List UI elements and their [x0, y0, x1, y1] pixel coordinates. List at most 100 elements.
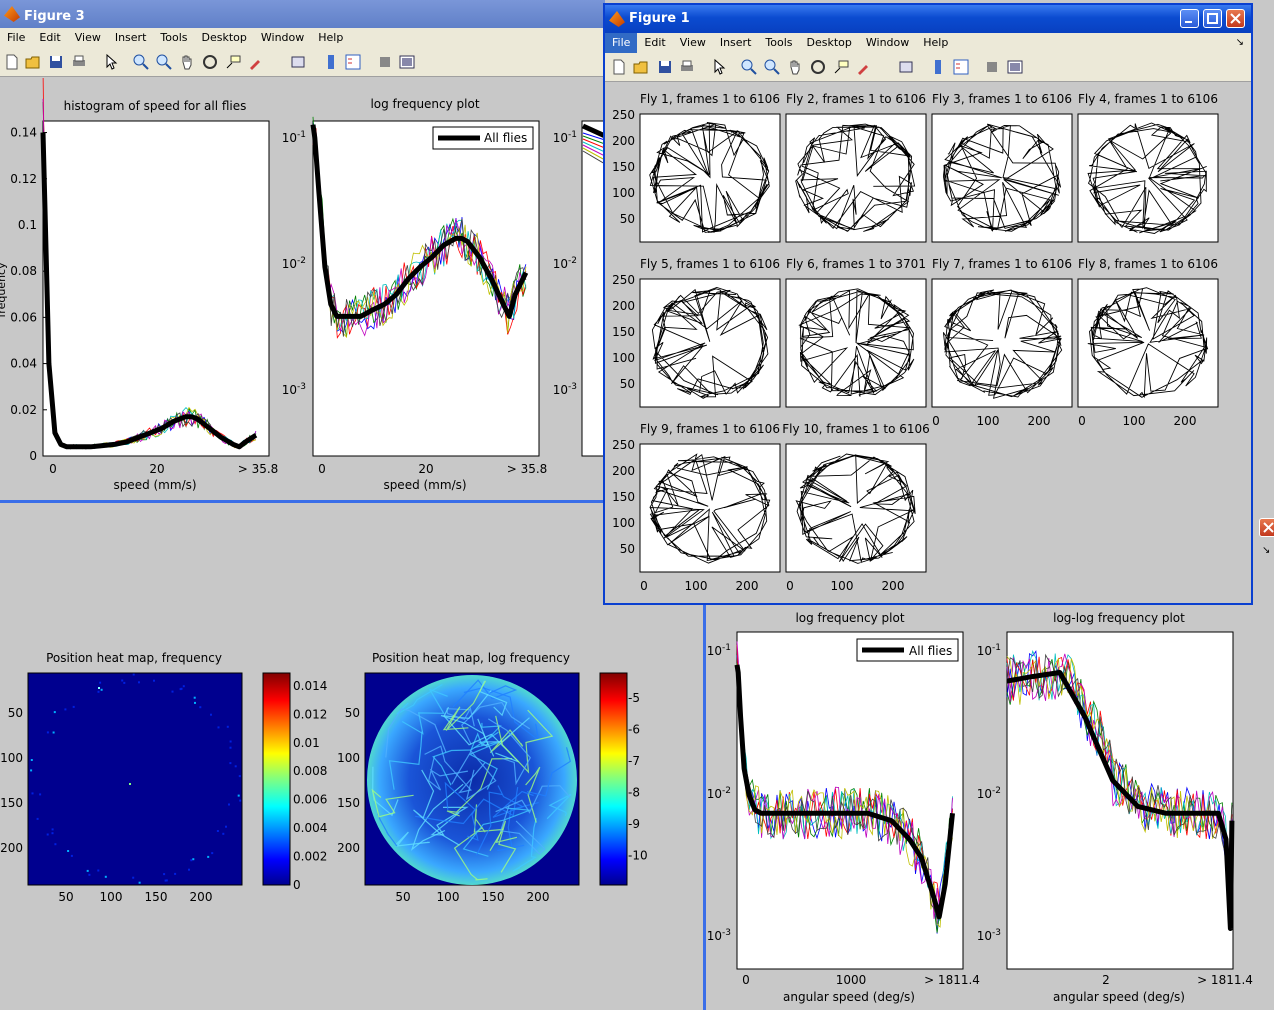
fly-series-line: [1006, 653, 1233, 871]
zoom-out-icon[interactable]: [763, 58, 781, 76]
matlab-logo-icon: [609, 11, 625, 27]
brush-icon[interactable]: [855, 58, 873, 76]
fly-trajectory: [795, 123, 916, 232]
data-cursor-icon[interactable]: [224, 53, 242, 71]
heat-freq-colorbar: [262, 672, 291, 886]
speed-hist-ytick: 0.1: [18, 218, 37, 232]
print-icon[interactable]: [678, 58, 696, 76]
menu-file[interactable]: File: [605, 33, 638, 53]
ang-log-xtick: 0: [742, 973, 750, 987]
trajectory-panel: Fly 4, frames 1 to 6106: [1077, 92, 1219, 243]
rotate-3d-icon[interactable]: [809, 58, 827, 76]
save-icon[interactable]: [656, 58, 674, 76]
show-plot-tools-icon[interactable]: [1006, 58, 1024, 76]
fly-trajectory: [942, 289, 1063, 399]
heat-log-colorbar: [599, 672, 628, 886]
trajectory-panel-title: Fly 2, frames 1 to 6106: [786, 92, 926, 106]
trajectory-ytick: 200: [612, 299, 635, 313]
speed-log-series: [310, 116, 529, 339]
menu-edit[interactable]: Edit: [39, 31, 61, 44]
new-figure-icon[interactable]: [610, 58, 628, 76]
colorbar-icon[interactable]: [322, 53, 340, 71]
speed-log-legend-label: All flies: [484, 131, 527, 145]
pointer-icon[interactable]: [102, 53, 120, 71]
ang-loglog-ytick: 10-2: [977, 786, 1001, 801]
data-cursor-icon[interactable]: [832, 58, 850, 76]
figure-3-window[interactable]: Figure 3 File Edit View Insert Tools Des…: [0, 0, 605, 503]
speed-hist-ylabel: frequency: [0, 262, 8, 318]
trajectory-xtick: 200: [736, 579, 759, 593]
menu-window[interactable]: Window: [865, 36, 910, 49]
trajectory-xtick: 0: [640, 579, 648, 593]
legend-icon[interactable]: [344, 53, 362, 71]
speed-hist-ytick: 0.14: [10, 126, 37, 140]
trajectory-panel-title: Fly 9, frames 1 to 6106: [640, 422, 780, 436]
zoom-out-icon[interactable]: [155, 53, 173, 71]
heat-log-colorbar-tick: -6: [628, 723, 640, 737]
hide-plot-tools-icon[interactable]: [376, 53, 394, 71]
menu-desktop[interactable]: Desktop: [806, 36, 852, 49]
figure-1-window[interactable]: Figure 1 File Edit View Insert Tools Des…: [603, 3, 1253, 605]
speed-log-xlabel: speed (mm/s): [383, 478, 466, 492]
matlab-logo-icon: [4, 6, 20, 22]
trajectory-xtick: 0: [786, 579, 794, 593]
figure-3-titlebar[interactable]: Figure 3: [0, 0, 605, 28]
brush-icon[interactable]: [247, 53, 265, 71]
close-button[interactable]: [1259, 518, 1274, 537]
fly-series-line: [736, 678, 953, 920]
zoom-in-icon[interactable]: [740, 58, 758, 76]
pointer-icon[interactable]: [710, 58, 728, 76]
maximize-button[interactable]: [1203, 9, 1222, 28]
menu-view[interactable]: View: [679, 36, 706, 49]
legend-icon[interactable]: [952, 58, 970, 76]
print-icon[interactable]: [70, 53, 88, 71]
trajectory-xtick: 0: [1078, 414, 1086, 428]
speed-log-ytick: 10-3: [282, 382, 306, 397]
close-button[interactable]: [1226, 9, 1245, 28]
menu-desktop[interactable]: Desktop: [201, 31, 247, 44]
heat-log-xtick: 200: [527, 890, 550, 904]
rotate-3d-icon[interactable]: [201, 53, 219, 71]
menu-insert[interactable]: Insert: [719, 36, 752, 49]
hide-plot-tools-icon[interactable]: [983, 58, 1001, 76]
heatmap-canvas: Position heat map, frequency 50 100 150 200…: [0, 651, 648, 904]
trajectory-panel-title: Fly 6, frames 1 to 3701: [786, 257, 926, 271]
save-icon[interactable]: [47, 53, 65, 71]
heat-log-colorbar-tick: -5: [628, 691, 640, 705]
menu-overflow-icon[interactable]: ↘: [1262, 545, 1271, 556]
ang-log-xlabel: angular speed (deg/s): [783, 990, 915, 1004]
menu-window[interactable]: Window: [260, 31, 305, 44]
speed-hist-xlabel: speed (mm/s): [113, 478, 196, 492]
menu-view[interactable]: View: [74, 31, 101, 44]
new-figure-icon[interactable]: [3, 53, 21, 71]
menu-tools[interactable]: Tools: [160, 31, 188, 44]
trajectory-ytick: 200: [612, 134, 635, 148]
fly-trajectory: [651, 287, 769, 399]
zoom-in-icon[interactable]: [132, 53, 150, 71]
pan-hand-icon[interactable]: [178, 53, 196, 71]
link-plot-icon[interactable]: [289, 53, 307, 71]
show-plot-tools-icon[interactable]: [398, 53, 416, 71]
menu-insert[interactable]: Insert: [114, 31, 147, 44]
speed-hist-ytick: 0.08: [10, 264, 37, 278]
heat-freq-colorbar-tick: 0.012: [293, 707, 327, 721]
minimize-button[interactable]: [1180, 9, 1199, 28]
trajectory-xtick: 200: [1174, 414, 1197, 428]
all-flies-line: [40, 132, 258, 450]
figure-1-titlebar[interactable]: Figure 1: [605, 5, 1251, 33]
link-plot-icon[interactable]: [897, 58, 915, 76]
menu-help[interactable]: Help: [318, 31, 344, 44]
menu-overflow-icon[interactable]: ↘: [1235, 37, 1244, 48]
open-file-icon[interactable]: [24, 53, 42, 71]
trajectory-panel: Fly 6, frames 1 to 3701: [785, 257, 927, 408]
ang-log-title: log frequency plot: [795, 611, 904, 625]
colorbar-icon[interactable]: [929, 58, 947, 76]
menu-help[interactable]: Help: [923, 36, 949, 49]
menu-edit[interactable]: Edit: [644, 36, 666, 49]
open-file-icon[interactable]: [632, 58, 650, 76]
trajectory-ytick: 150: [612, 490, 635, 504]
pan-hand-icon[interactable]: [786, 58, 804, 76]
speed-hist-xtick: 20: [149, 462, 164, 476]
menu-file[interactable]: File: [7, 31, 26, 44]
menu-tools[interactable]: Tools: [765, 36, 793, 49]
